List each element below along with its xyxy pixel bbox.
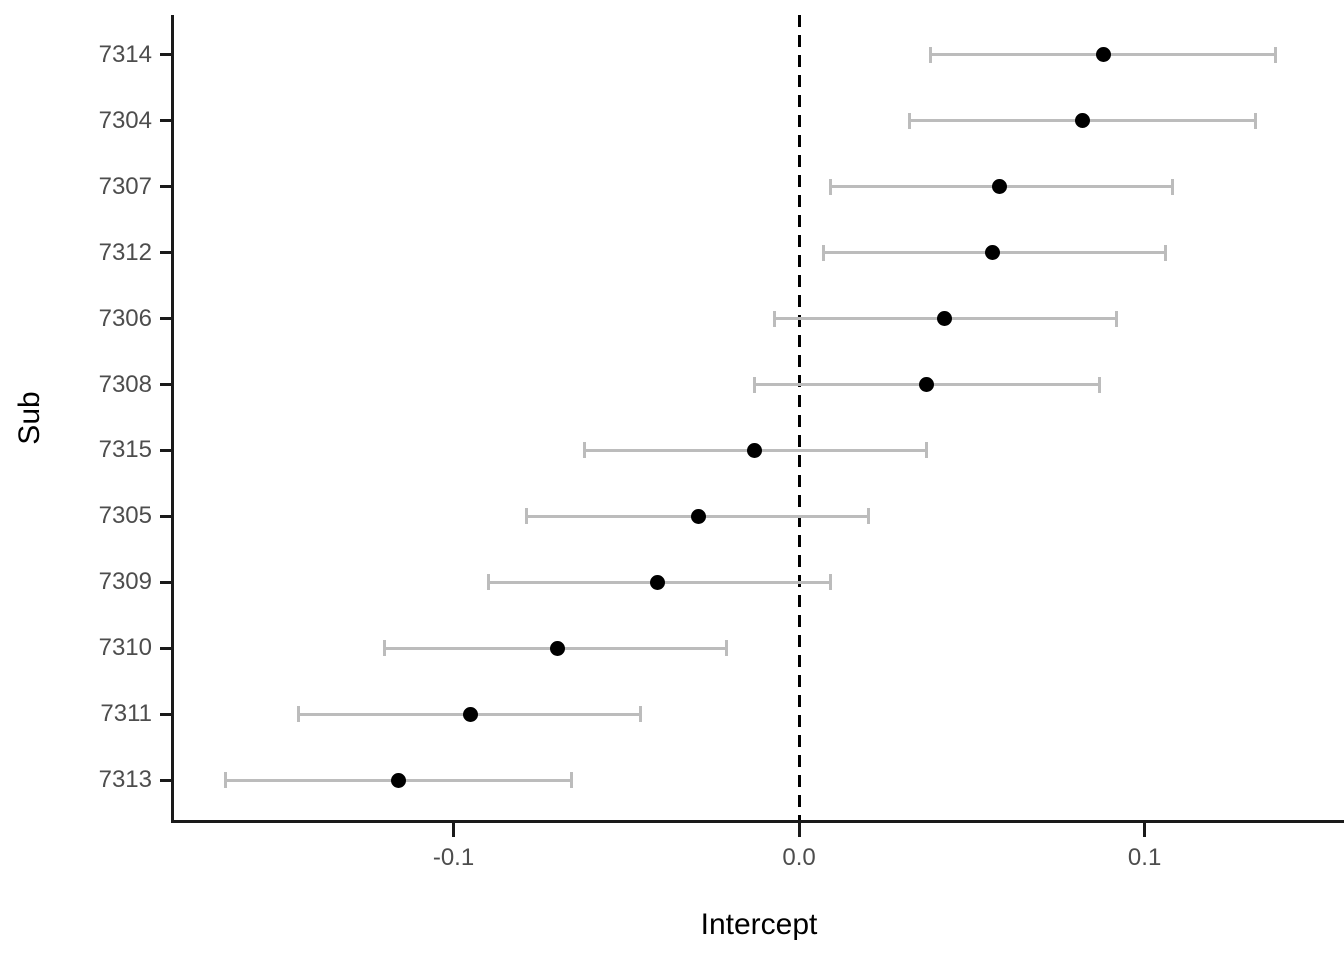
error-bar-cap-low [821,244,825,261]
point-estimate [463,706,479,722]
point-estimate [746,442,762,458]
y-axis-line [171,15,174,823]
y-axis-tick [160,580,174,584]
error-bar-cap-low [928,46,932,63]
point-estimate [985,245,1001,261]
error-bar-cap-high [1115,310,1119,327]
y-tick-label: 7304 [98,106,152,134]
error-bar-cap-low [223,772,227,789]
error-bar-cap-low [486,574,490,591]
error-bar-cap-high [925,442,929,459]
y-tick-label: 7305 [98,502,152,530]
x-axis-line [171,820,1344,823]
y-tick-label: 7307 [98,172,152,200]
error-bar-cap-high [1163,244,1167,261]
error-bar-cap-high [638,706,642,723]
error-bar-cap-low [524,508,528,525]
y-axis-tick [160,185,174,189]
error-bar-cap-low [828,178,832,195]
error-bar-cap-high [1098,376,1102,393]
y-tick-label: 7310 [98,634,152,662]
y-tick-label: 7315 [98,436,152,464]
y-axis-tick [160,119,174,123]
y-axis-tick [160,383,174,386]
y-tick-label: 7314 [98,40,152,68]
y-axis-tick [160,317,174,321]
point-estimate [1095,47,1111,63]
error-bar-cap-high [1274,46,1278,63]
x-axis-tick [1143,823,1147,837]
y-axis-tick [160,514,174,518]
zero-reference-line [797,15,801,820]
point-estimate [390,772,406,788]
error-bar-cap-low [908,112,912,129]
point-estimate [649,574,665,590]
error-bar-cap-high [828,574,832,591]
y-axis-tick [160,646,174,650]
y-tick-label: 7311 [100,700,152,728]
x-tick-label: 0.1 [1127,844,1162,871]
error-bar-cap-low [296,706,300,723]
y-axis-tick [160,778,174,782]
error-bar-cap-low [583,442,587,459]
point-estimate [1074,113,1090,129]
x-tick-label: -0.1 [432,844,475,871]
y-tick-label: 7312 [98,238,152,266]
error-bar-cap-high [569,772,573,789]
y-tick-label: 7306 [98,304,152,332]
y-axis-tick [160,251,174,255]
point-estimate [991,179,1007,195]
y-axis-tick [160,53,174,57]
y-tick-label: 7309 [98,568,152,596]
x-axis-tick [797,823,801,837]
point-estimate [936,311,952,327]
y-tick-label: 7308 [98,370,152,398]
y-axis-tick [160,712,174,716]
error-bar-cap-low [752,376,756,393]
error-bar-cap-high [1253,112,1257,129]
point-estimate [919,377,935,392]
error-bar-cap-low [382,640,386,657]
x-tick-label: 0.0 [782,844,816,871]
point-estimate [549,640,565,656]
x-axis-tick [452,823,456,837]
y-axis-tick [160,448,174,452]
error-bar-cap-low [773,310,777,327]
error-bar-cap-high [725,640,729,657]
y-tick-label: 7313 [98,766,152,794]
x-axis-title: Intercept [700,908,818,941]
point-estimate [691,508,707,524]
error-bar-cap-high [1170,178,1174,195]
error-bar-cap-high [866,508,870,525]
